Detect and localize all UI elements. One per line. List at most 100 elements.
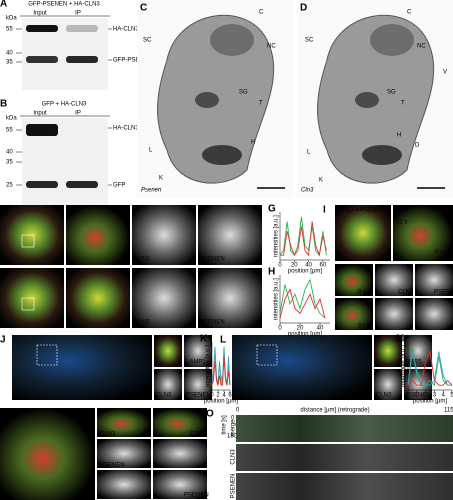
label: 0 s (435, 250, 443, 256)
label: HA-CLN3 (113, 126, 139, 132)
y-axis-label: intensities [a.u.] (402, 345, 408, 387)
label: GFP-PSENEN + HA-CLN3 (28, 2, 100, 8)
panel-letter: C (140, 3, 147, 14)
image (375, 264, 413, 296)
image (154, 369, 182, 400)
label: 180 (227, 434, 238, 440)
label: L (149, 148, 153, 154)
label: distance [µm] (retrograde) (300, 408, 369, 414)
organ (355, 92, 379, 108)
kymograph-overlay (236, 473, 453, 500)
label: 55 (6, 27, 13, 33)
x-tick-label: 5 (450, 393, 453, 399)
line (407, 350, 453, 386)
label: kDa (6, 116, 17, 122)
x-tick-label: 0 (406, 393, 410, 399)
band (66, 25, 98, 32)
label: H (251, 140, 255, 146)
image (66, 205, 130, 265)
image (374, 335, 402, 367)
label: K (159, 176, 163, 182)
panel-letter: N (2, 409, 9, 420)
x-tick-label: 40 (317, 326, 324, 332)
label: NC (267, 44, 276, 50)
label: CLN3 (398, 290, 414, 296)
label: PSENEN (200, 320, 225, 326)
label: PSENEN (186, 393, 211, 399)
x-tick-label: 20 (297, 326, 304, 332)
x-axis-label: position [µm] (288, 332, 322, 338)
image (335, 205, 391, 261)
image (404, 335, 432, 367)
image (97, 408, 151, 437)
image (184, 369, 212, 400)
inset-box (21, 297, 35, 311)
image (154, 335, 182, 367)
label: 40 (6, 150, 13, 156)
inset-box (36, 344, 58, 366)
panel-letter: G (268, 204, 276, 215)
x-tick-label: 0 (210, 393, 214, 399)
image (198, 205, 262, 265)
y-axis-label: intensities [a.u.] (274, 215, 280, 257)
organ (202, 145, 242, 165)
row-label: PSENEN (231, 474, 237, 499)
band (26, 56, 58, 63)
image (153, 470, 207, 499)
label: HA-CLN3 (113, 27, 139, 33)
label: SC (143, 38, 152, 44)
panel-letter: D (300, 3, 307, 14)
x-tick-label: 2 (424, 393, 428, 399)
image (335, 298, 373, 330)
label: SG (387, 90, 396, 96)
label: Input (33, 111, 47, 117)
image (153, 408, 207, 437)
label: V (443, 70, 447, 76)
image (132, 268, 196, 328)
label: RAB5 (406, 360, 422, 366)
x-tick-label: 4 (442, 393, 446, 399)
image (66, 268, 130, 328)
organ (195, 92, 219, 108)
band (66, 181, 98, 188)
label: Input (33, 11, 47, 17)
image (97, 439, 151, 468)
label: LAMP1 (186, 360, 206, 366)
label: + (355, 208, 359, 214)
label: SC (305, 38, 314, 44)
line (279, 288, 326, 319)
x-axis-label: position [µm] (413, 399, 447, 405)
label: SG (239, 90, 248, 96)
label: GFP-PSENEN (113, 58, 152, 64)
label: Psenen (141, 188, 162, 194)
organ (362, 145, 402, 165)
panel-letter: L (220, 335, 226, 346)
band (66, 56, 98, 63)
x-tick-label: 6 (228, 393, 232, 399)
image (132, 205, 196, 265)
image (198, 268, 262, 328)
label: PSENEN (360, 208, 385, 214)
image (374, 369, 402, 400)
label: H (397, 133, 401, 139)
label: 25 (6, 183, 13, 189)
image (335, 264, 373, 296)
line (211, 356, 231, 386)
label: GFP (113, 183, 125, 189)
organ (210, 24, 254, 56)
row-label: CLN3 (231, 449, 237, 465)
line (279, 278, 326, 319)
label: CLN3 (134, 257, 150, 263)
panel-letter: J (0, 335, 6, 346)
label: T (259, 101, 263, 107)
x-tick-label: 1 (415, 393, 419, 399)
band (26, 124, 58, 136)
label: kDa (6, 16, 17, 22)
x-tick-label: 4 (222, 393, 226, 399)
x-tick-label: 0 (278, 326, 282, 332)
y-axis-label: intensities [a.u.] (206, 345, 212, 387)
kymograph-overlay (236, 444, 453, 471)
label: CLN3 (134, 320, 150, 326)
inset-box (256, 344, 278, 366)
